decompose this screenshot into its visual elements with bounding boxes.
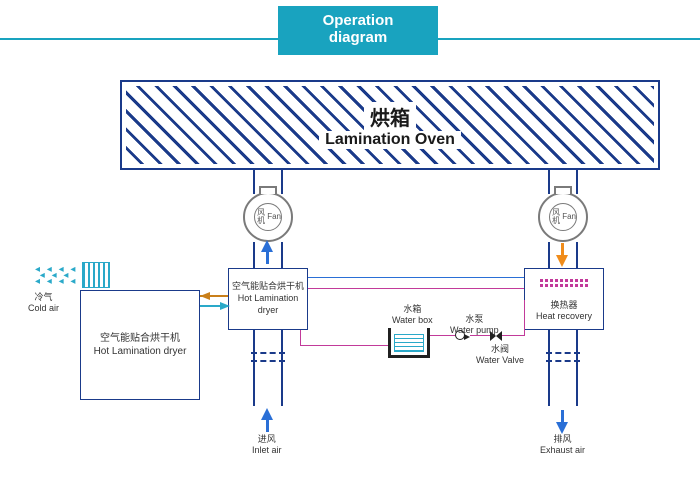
dryer-small-en: Hot Lamination dryer bbox=[229, 293, 307, 316]
header-title-line1: Operation bbox=[278, 12, 438, 29]
fan-left-label: 风机Fan bbox=[254, 203, 282, 231]
pipe-pump-to-valve bbox=[470, 335, 490, 336]
oven-label-en: Lamination Oven bbox=[319, 131, 461, 149]
fan-left-en: Fan bbox=[267, 213, 281, 221]
arrow-exhaust bbox=[556, 422, 568, 434]
oven-label: 烘箱 Lamination Oven bbox=[122, 82, 658, 168]
duct-inlet-air bbox=[253, 330, 283, 406]
water-box-en: Water box bbox=[392, 315, 433, 326]
arrow-inlet-stem bbox=[266, 418, 269, 432]
exhaust-air-en: Exhaust air bbox=[540, 445, 585, 456]
pipe-dryer-to-waterbox-h bbox=[300, 345, 388, 346]
lamination-oven: 烘箱 Lamination Oven bbox=[120, 80, 660, 170]
cold-air-en: Cold air bbox=[28, 303, 59, 314]
operation-diagram: 烘箱 Lamination Oven 风机Fan 风机Fan 空气能贴合烘干机 … bbox=[0, 70, 700, 490]
heat-recovery-cn: 换热器 bbox=[550, 300, 577, 312]
cold-air-grille-icon bbox=[82, 262, 110, 288]
fan-right-outlet bbox=[554, 186, 572, 194]
fan-left-cn: 风机 bbox=[255, 209, 267, 225]
water-box-level-icon bbox=[394, 334, 424, 352]
exhaust-air-cn: 排风 bbox=[540, 434, 585, 445]
cold-air-label: 冷气 Cold air bbox=[28, 292, 59, 314]
water-box-label: 水箱 Water box bbox=[392, 304, 433, 326]
header-title-badge: Operation diagram bbox=[278, 6, 438, 55]
fan-right: 风机Fan bbox=[538, 192, 588, 242]
water-valve-label: 水阀 Water Valve bbox=[476, 344, 524, 366]
heat-recovery-en: Heat recovery bbox=[536, 311, 592, 323]
arrow-inlet-to-oven-stem bbox=[266, 250, 269, 264]
fan-right-en: Fan bbox=[562, 213, 576, 221]
water-valve-cn: 水阀 bbox=[476, 344, 524, 355]
fan-right-label: 风机Fan bbox=[549, 203, 577, 231]
air-arrow-out bbox=[200, 292, 210, 300]
dryer-large-cn: 空气能贴合烘干机 bbox=[100, 332, 180, 345]
header-title-line2: diagram bbox=[278, 29, 438, 46]
pipe-waterbox-to-pump bbox=[430, 335, 455, 336]
heat-recovery: 换热器 Heat recovery bbox=[524, 268, 604, 330]
fan-right-cn: 风机 bbox=[550, 209, 562, 225]
dryer-small-cn: 空气能贴合烘干机 bbox=[232, 281, 304, 293]
pipe-hot-supply bbox=[308, 288, 524, 289]
pipe-dryer-to-waterbox-v bbox=[300, 330, 301, 345]
oven-label-cn: 烘箱 bbox=[364, 102, 416, 131]
hot-lamination-dryer-large: 空气能贴合烘干机 Hot Lamination dryer bbox=[80, 290, 200, 400]
exhaust-air-label: 排风 Exhaust air bbox=[540, 434, 585, 456]
inlet-air-label: 进风 Inlet air bbox=[252, 434, 282, 456]
cold-air-cn: 冷气 bbox=[28, 292, 59, 303]
pipe-valve-to-heatrec bbox=[502, 335, 524, 336]
cold-air-arrows-icon: ◂ ◂ ◂ ◂ ◂ ◂ ◂◂ ◂ ◂ ◂ bbox=[35, 267, 77, 285]
fan-left: 风机Fan bbox=[243, 192, 293, 242]
water-valve-en: Water Valve bbox=[476, 355, 524, 366]
hot-lamination-dryer-small: 空气能贴合烘干机 Hot Lamination dryer bbox=[228, 268, 308, 330]
arrow-inlet bbox=[261, 408, 273, 420]
arrow-inlet-to-oven bbox=[261, 240, 273, 252]
water-pump-cn: 水泵 bbox=[450, 314, 499, 325]
dryer-large-en: Hot Lamination dryer bbox=[94, 345, 187, 358]
pipe-top-blue bbox=[308, 277, 524, 278]
heat-recovery-coil-icon bbox=[540, 279, 588, 287]
water-valve-icon bbox=[490, 331, 502, 341]
water-box bbox=[388, 328, 430, 358]
arrow-oven-to-exhaust bbox=[556, 255, 568, 267]
air-arrow-in bbox=[220, 302, 230, 310]
inlet-air-en: Inlet air bbox=[252, 445, 282, 456]
fan-left-outlet bbox=[259, 186, 277, 194]
inlet-air-cn: 进风 bbox=[252, 434, 282, 445]
pipe-into-heatrec bbox=[524, 300, 525, 336]
duct-exhaust-air bbox=[548, 330, 578, 406]
water-box-cn: 水箱 bbox=[392, 304, 433, 315]
